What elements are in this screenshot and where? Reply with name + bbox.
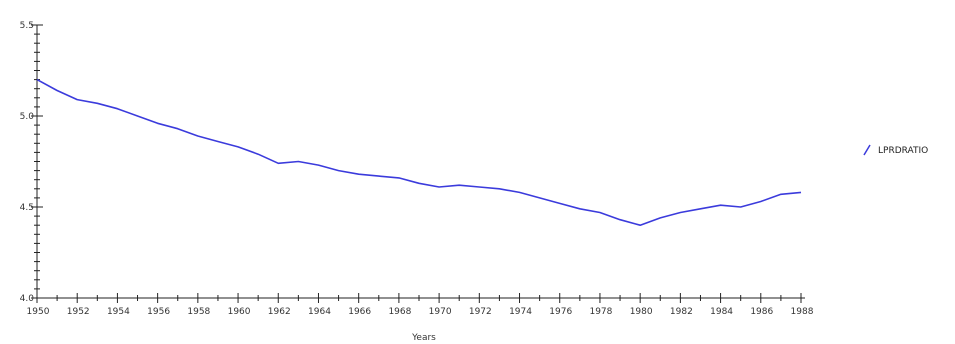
- x-tick-label: 1952: [67, 307, 90, 317]
- x-tick-label: 1986: [750, 307, 773, 317]
- series-line-lprdratio: [36, 78, 802, 226]
- x-axis: 1950 1952 1954 1956 1958 1960 1962 1964 1966 1968…: [27, 293, 814, 317]
- x-tick-label: 1962: [268, 307, 291, 317]
- y-tick-label: 4.0: [20, 294, 35, 304]
- x-tick-label: 1956: [147, 307, 170, 317]
- y-axis: 4.0 4.5 5.0 5.5: [20, 21, 43, 304]
- x-tick-label: 1968: [388, 307, 411, 317]
- legend: LPRDRATIO: [863, 144, 928, 156]
- y-tick-label: 5.5: [20, 21, 34, 31]
- x-tick-label: 1960: [228, 307, 251, 317]
- x-axis-label: Years: [411, 333, 436, 343]
- x-tick-label: 1980: [630, 307, 653, 317]
- x-tick-label: 1964: [308, 307, 331, 317]
- x-tick-label: 1966: [348, 307, 371, 317]
- x-tick-label: 1978: [589, 307, 612, 317]
- x-tick-label: 1982: [670, 307, 693, 317]
- x-tick-label: 1976: [549, 307, 572, 317]
- x-tick-label: 1974: [509, 307, 532, 317]
- x-tick-label: 1958: [187, 307, 210, 317]
- y-tick-label: 4.5: [20, 203, 34, 213]
- y-tick-label: 5.0: [20, 112, 35, 122]
- x-tick-label: 1984: [710, 307, 733, 317]
- legend-label-lprdratio: LPRDRATIO: [878, 146, 928, 156]
- plot-area: [36, 78, 802, 226]
- x-tick-label: 1954: [107, 307, 130, 317]
- x-tick-label: 1972: [469, 307, 492, 317]
- x-tick-label: 1950: [27, 307, 50, 317]
- x-tick-label: 1970: [429, 307, 452, 317]
- legend-swatch-lprdratio: [863, 144, 871, 156]
- x-tick-label: 1988: [791, 307, 814, 317]
